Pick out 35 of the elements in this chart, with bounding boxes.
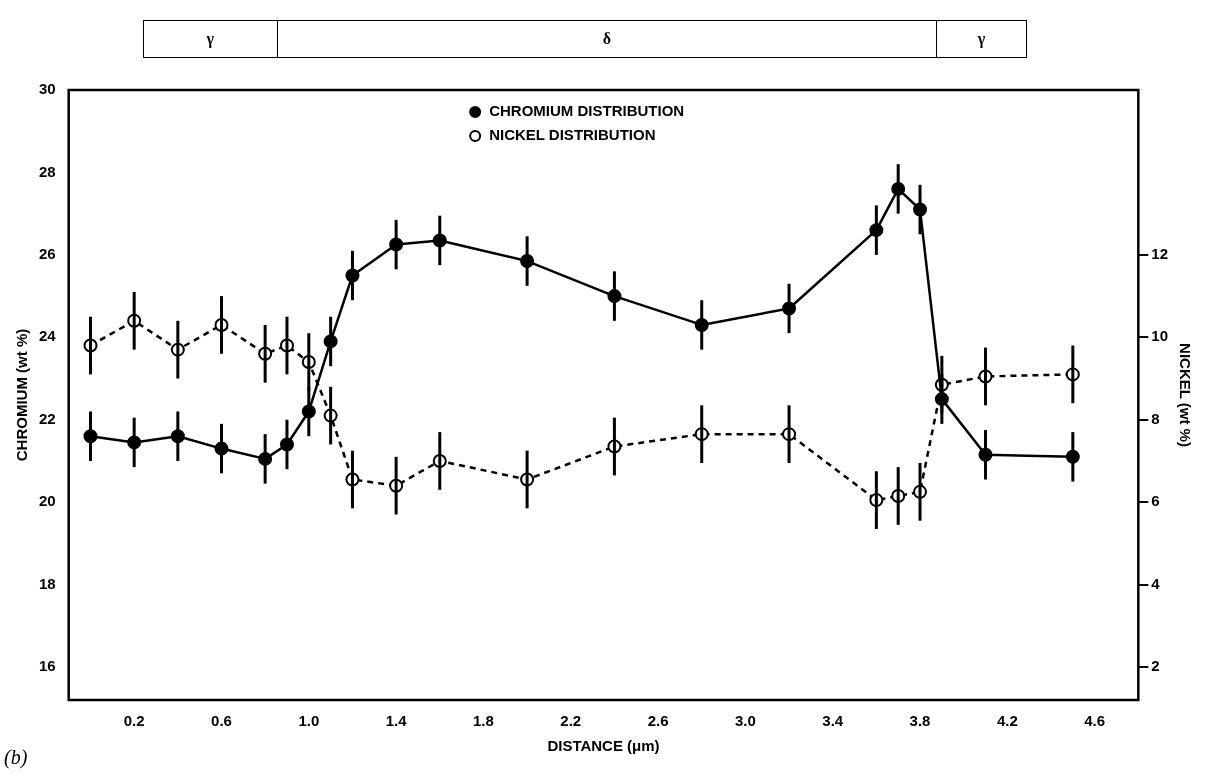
y-tick-label: 26 [39,245,56,263]
y2-tick-label: 2 [1151,657,1160,675]
y2-tick-label: 6 [1151,492,1160,510]
y-axis-title: CHROMIUM (wt %) [13,328,31,462]
y2-tick-label: 12 [1151,245,1168,263]
x-tick-label: 1.0 [298,712,320,730]
x-tick-label: 3.8 [909,712,931,730]
y2-axis-title: NICKEL (wt %) [1176,343,1194,447]
y-tick-label: 22 [39,409,56,427]
text: γ [976,29,987,50]
text: γ [144,21,278,57]
y2-tick-label: 8 [1151,409,1160,427]
y-tick-label: 24 [39,327,57,345]
legend-label: NICKEL DISTRIBUTION [489,126,656,144]
y-tick-label: 18 [39,574,56,592]
y2-tick-label: 4 [1151,574,1161,592]
text: (b) [4,746,28,769]
y-tick-label: 30 [39,80,56,98]
x-tick-label: 1.8 [473,712,494,730]
x-tick-label: 4.6 [1084,712,1106,730]
x-axis-title: DISTANCE (μm) [547,737,660,755]
y-tick-label: 16 [39,657,56,675]
x-tick-label: 3.0 [734,712,756,730]
y-tick-label: 20 [39,492,56,510]
x-tick-label: 0.2 [123,712,145,730]
x-tick-label: 4.2 [996,712,1018,730]
x-tick-label: 2.2 [560,712,582,730]
text: δ [277,21,938,57]
y-tick-label: 28 [39,162,56,180]
x-tick-label: 3.4 [822,712,844,730]
y2-tick-label: 10 [1151,327,1168,345]
x-tick-label: 0.6 [211,712,232,730]
legend-label: CHROMIUM DISTRIBUTION [489,102,685,120]
x-tick-label: 1.4 [385,712,408,730]
x-tick-label: 2.6 [647,712,669,730]
